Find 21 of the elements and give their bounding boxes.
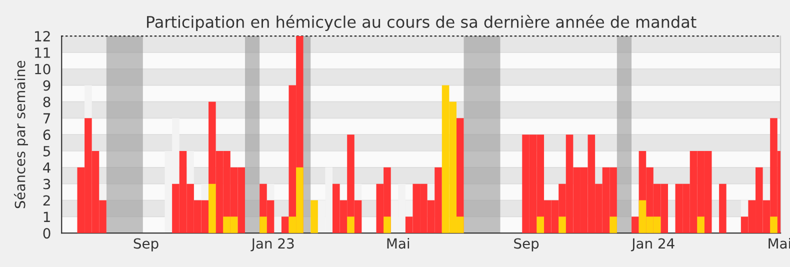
y-tick-label: 1	[44, 212, 50, 222]
y-tick-label: 7	[44, 113, 50, 124]
chart-title: Participation en hémicycle au cours de sa dernière année de mandat	[147, 14, 696, 32]
y-tick-label: 8	[43, 96, 50, 108]
y-tick-label: 0	[43, 228, 50, 239]
y-axis-title: Séances par semaine	[14, 60, 28, 208]
x-tick-label: Sep	[514, 238, 539, 252]
x-tick-label: Mai	[768, 238, 790, 249]
x-tick-label: Sep	[134, 238, 158, 252]
x-tick-label: Jan 23	[250, 238, 294, 252]
y-tick-label: 3	[43, 178, 50, 190]
x-tick-label: Mai	[387, 238, 410, 249]
y-tick-label: 6	[43, 130, 50, 140]
y-tick-label: 2	[43, 195, 50, 206]
x-tick-label: Jan 24	[630, 238, 674, 252]
y-tick-label: 12	[35, 31, 50, 42]
y-tick-label: 10	[35, 64, 50, 74]
y-tick-label: 11	[35, 48, 50, 58]
y-tick-label: 9	[43, 80, 50, 91]
y-tick-label: 4	[43, 162, 50, 173]
y-tick-label: 5	[43, 146, 50, 156]
